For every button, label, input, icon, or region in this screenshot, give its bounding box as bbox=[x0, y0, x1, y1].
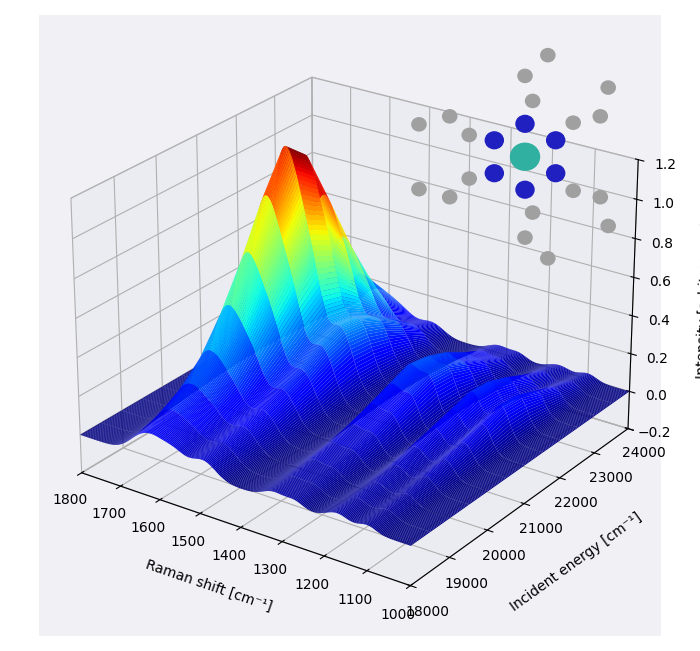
Circle shape bbox=[526, 206, 540, 219]
Circle shape bbox=[547, 165, 565, 182]
Circle shape bbox=[516, 182, 534, 198]
Circle shape bbox=[547, 132, 565, 148]
Circle shape bbox=[518, 231, 532, 244]
X-axis label: Raman shift [cm⁻¹]: Raman shift [cm⁻¹] bbox=[144, 557, 274, 613]
Circle shape bbox=[510, 143, 540, 170]
Circle shape bbox=[566, 184, 580, 197]
Circle shape bbox=[485, 132, 503, 148]
Circle shape bbox=[442, 110, 457, 123]
Circle shape bbox=[412, 118, 426, 131]
Circle shape bbox=[462, 172, 476, 185]
Circle shape bbox=[593, 110, 608, 123]
Circle shape bbox=[412, 182, 426, 196]
Circle shape bbox=[566, 116, 580, 130]
Circle shape bbox=[541, 252, 555, 265]
Circle shape bbox=[485, 165, 503, 182]
Circle shape bbox=[518, 69, 532, 83]
Circle shape bbox=[541, 49, 555, 62]
Circle shape bbox=[601, 219, 615, 232]
Circle shape bbox=[516, 115, 534, 132]
Circle shape bbox=[601, 81, 615, 94]
Circle shape bbox=[462, 128, 476, 141]
Circle shape bbox=[593, 191, 608, 204]
Circle shape bbox=[526, 94, 540, 107]
Circle shape bbox=[442, 191, 457, 204]
Y-axis label: Incident energy [cm⁻¹]: Incident energy [cm⁻¹] bbox=[508, 510, 644, 614]
